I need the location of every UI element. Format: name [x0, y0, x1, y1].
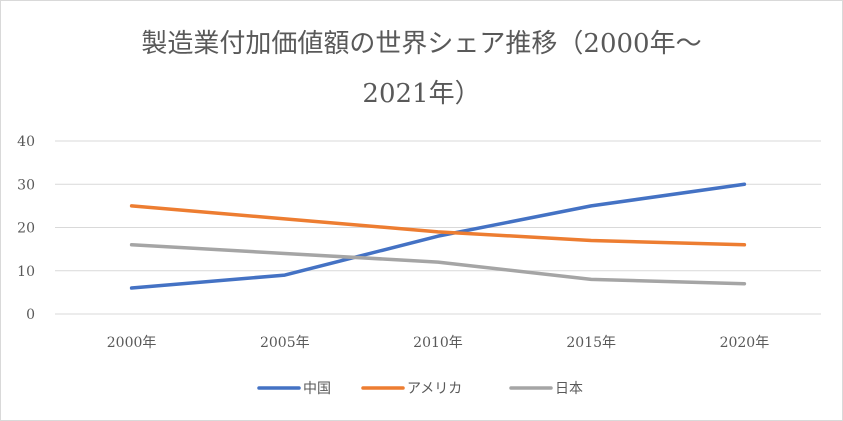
- series-line: [129, 182, 747, 290]
- x-tick-label: 2005年: [260, 335, 310, 351]
- x-tick-label: 2015年: [566, 335, 616, 351]
- chart-title: 製造業付加価値額の世界シェア推移（2000年〜 2021年）: [1, 19, 842, 119]
- x-axis-ticks: 2000年 2005年 2010年 2015年 2020年: [107, 335, 769, 351]
- series-lines: [129, 182, 747, 290]
- y-tick-label: 30: [17, 177, 35, 193]
- y-tick-label: 20: [17, 221, 35, 237]
- x-tick-label: 2010年: [413, 335, 463, 351]
- gridlines: [55, 140, 821, 315]
- legend-label: 中国: [303, 381, 331, 397]
- x-tick-label: 2020年: [720, 335, 770, 351]
- series-line: [129, 243, 747, 286]
- chart-title-line-1: 製造業付加価値額の世界シェア推移（2000年〜: [141, 29, 702, 59]
- legend-label: 日本: [555, 381, 583, 397]
- y-axis-ticks: 0 10 20 30 40: [17, 134, 35, 323]
- legend: 中国 アメリカ 日本: [257, 381, 583, 397]
- y-tick-label: 0: [26, 307, 35, 323]
- series-line: [129, 204, 747, 247]
- legend-label: アメリカ: [407, 381, 462, 397]
- x-tick-label: 2000年: [107, 335, 157, 351]
- y-tick-label: 10: [17, 264, 35, 280]
- y-tick-label: 40: [17, 134, 35, 150]
- chart-title-line-2: 2021年）: [362, 79, 481, 109]
